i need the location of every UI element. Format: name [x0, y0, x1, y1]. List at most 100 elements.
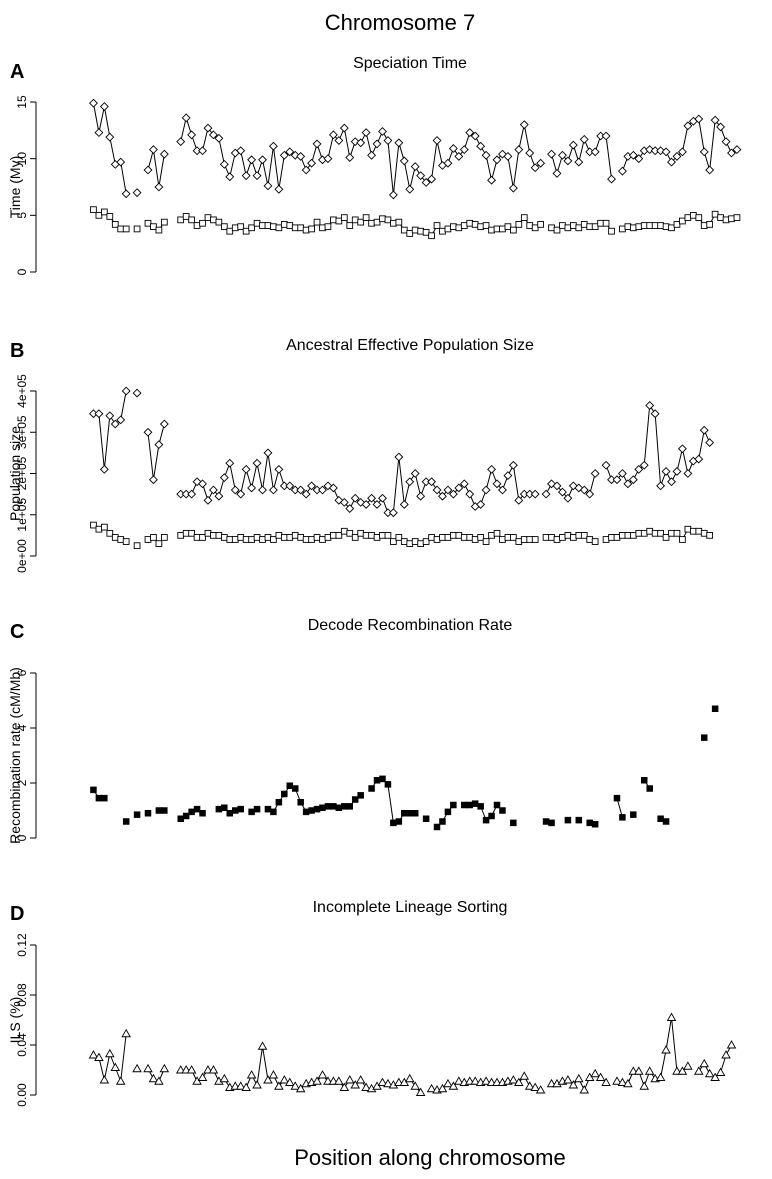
- data-point-diamond: [607, 174, 616, 184]
- data-point-triangle: [274, 1081, 284, 1090]
- data-point-triangle: [361, 1082, 371, 1091]
- data-point-square: [499, 225, 506, 233]
- data-point-square: [90, 521, 97, 529]
- data-point-square: [390, 538, 397, 545]
- data-point-square: [700, 529, 708, 537]
- data-point-square: [466, 219, 474, 227]
- y-tick-label: 0.08: [15, 983, 29, 1007]
- data-point-square: [722, 216, 730, 224]
- data-point-diamond: [132, 188, 142, 198]
- data-point-square: [439, 227, 446, 235]
- data-point-square: [428, 534, 435, 541]
- series-line-segment: [403, 160, 411, 190]
- data-point-filled-square: [341, 803, 348, 810]
- series-triangle: [88, 1012, 737, 1096]
- data-point-square: [357, 218, 365, 226]
- data-point-diamond: [94, 409, 104, 419]
- data-point-diamond: [683, 121, 693, 131]
- data-point-triangle: [524, 1081, 535, 1090]
- data-point-filled-square: [199, 810, 206, 817]
- data-point-square: [286, 534, 294, 541]
- data-point-triangle: [377, 1077, 388, 1086]
- data-point-diamond: [721, 137, 731, 147]
- data-point-square: [280, 534, 288, 541]
- data-point-square: [133, 542, 141, 550]
- data-point-square: [706, 532, 714, 539]
- data-point-diamond: [508, 460, 518, 470]
- data-point-square: [597, 219, 604, 227]
- data-point-square: [297, 224, 305, 232]
- data-point-square: [275, 224, 283, 232]
- data-point-triangle: [148, 1073, 159, 1083]
- data-point-square: [673, 221, 681, 228]
- data-point-triangle: [677, 1066, 688, 1075]
- data-point-diamond: [579, 134, 589, 144]
- series-line-segment: [392, 456, 400, 513]
- data-point-square: [384, 532, 392, 539]
- data-point-diamond: [710, 115, 720, 125]
- data-point-triangle: [110, 1062, 121, 1071]
- series-line-segment: [681, 125, 689, 152]
- data-point-diamond: [378, 493, 387, 503]
- data-point-diamond: [116, 157, 126, 167]
- data-point-square: [471, 536, 479, 543]
- data-point-diamond: [405, 477, 415, 487]
- data-point-square: [733, 214, 741, 221]
- data-point-diamond: [530, 163, 540, 173]
- data-point-square: [433, 536, 441, 543]
- data-point-filled-square: [144, 810, 152, 817]
- series-line-segment: [103, 415, 111, 470]
- data-point-square: [270, 536, 277, 543]
- data-point-triangle: [257, 1041, 268, 1050]
- data-point-diamond: [181, 113, 191, 123]
- data-point-square: [624, 223, 632, 231]
- data-point-square: [368, 219, 375, 227]
- data-point-square: [117, 536, 125, 543]
- data-point-square: [444, 225, 452, 233]
- data-point-filled-square: [548, 819, 555, 827]
- data-point-square: [657, 529, 664, 537]
- data-point-diamond: [388, 508, 398, 518]
- panel-letter: A: [10, 61, 24, 83]
- data-point-filled-square: [488, 812, 495, 820]
- series-square: [90, 206, 741, 240]
- data-point-square: [215, 218, 223, 226]
- data-point-square: [444, 534, 452, 541]
- data-point-filled-square: [482, 816, 490, 824]
- data-point-diamond: [378, 127, 387, 136]
- series-line-segment: [120, 161, 127, 194]
- data-point-square: [640, 529, 648, 537]
- data-point-triangle: [644, 1066, 655, 1075]
- series-line-segment: [387, 140, 394, 195]
- data-point-filled-square: [466, 801, 473, 809]
- data-point-triangle: [579, 1085, 590, 1094]
- data-point-triangle: [290, 1081, 301, 1090]
- data-point-square: [553, 226, 561, 234]
- series-line-segment: [507, 156, 514, 189]
- data-point-filled-square: [291, 785, 299, 792]
- series-line-segment: [262, 1046, 269, 1081]
- data-point-diamond: [438, 491, 447, 501]
- data-point-triangle: [121, 1028, 131, 1038]
- data-point-triangle: [295, 1083, 306, 1093]
- data-point-square: [313, 534, 321, 541]
- data-point-diamond: [285, 147, 295, 157]
- data-point-square: [193, 222, 201, 229]
- series-line-segment: [709, 120, 716, 171]
- data-point-square: [417, 540, 425, 547]
- data-point-square: [308, 225, 315, 233]
- data-point-diamond: [399, 156, 409, 166]
- series-line-segment: [436, 140, 443, 166]
- data-point-diamond: [661, 467, 671, 476]
- data-point-diamond: [459, 479, 469, 489]
- data-point-square: [689, 211, 697, 219]
- data-point-filled-square: [270, 808, 277, 816]
- data-point-diamond: [427, 174, 436, 184]
- data-point-diamond: [285, 481, 295, 491]
- data-point-triangle: [437, 1083, 448, 1093]
- data-point-diamond: [394, 452, 404, 462]
- data-point-square: [450, 223, 457, 231]
- data-point-filled-square: [444, 808, 452, 816]
- series-line-segment: [251, 463, 258, 489]
